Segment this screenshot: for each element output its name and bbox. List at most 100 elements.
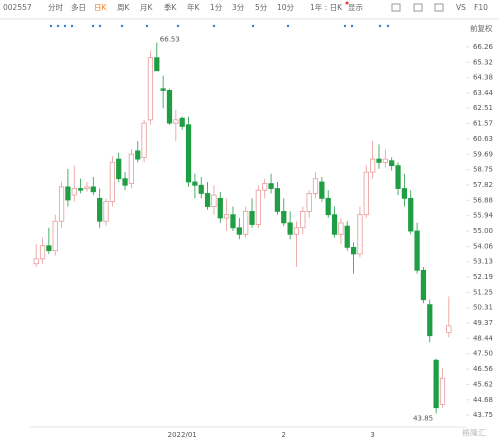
y-tick-label: 60.63 [473, 135, 493, 143]
y-tick-label: 50.31 [473, 304, 493, 312]
candle-body [446, 325, 452, 333]
candle-body [293, 227, 300, 235]
candle-body [154, 57, 160, 72]
x-tick-label: 2 [282, 431, 286, 439]
y-tick-label: 44.68 [473, 396, 493, 404]
x-tick-label: 2022/01 [168, 431, 197, 439]
candle-body [217, 197, 223, 219]
period-tab[interactable]: 周K [117, 3, 130, 12]
candle-body [319, 181, 325, 199]
period-tab[interactable]: 分时 [48, 2, 63, 12]
candle-body [281, 211, 287, 224]
period-tab[interactable]: 日K [94, 3, 107, 12]
period-select[interactable]: 1年 : 日K [310, 2, 343, 12]
candle-body [103, 201, 109, 222]
candle-body [204, 193, 211, 207]
y-tick-label: 49.37 [473, 319, 493, 327]
y-tick-label: 62.51 [473, 104, 493, 112]
candle-body [376, 158, 382, 163]
candle-body [52, 220, 58, 252]
icon[interactable] [434, 3, 444, 12]
candle-body [46, 245, 52, 252]
candle-body [33, 258, 39, 265]
candle-body [179, 117, 185, 127]
candle-body [84, 186, 90, 189]
period-tab[interactable]: 5分 [255, 3, 268, 12]
vs-button[interactable]: VS [456, 3, 466, 12]
candle-body [249, 211, 255, 225]
candle-body [325, 197, 331, 216]
candle-body [427, 304, 433, 337]
period-tab[interactable]: 10分 [277, 3, 295, 12]
x-tick-label: 3 [370, 431, 374, 439]
period-tab[interactable]: 季K [164, 2, 177, 12]
candle-body [109, 161, 115, 203]
candle-body [160, 88, 166, 91]
candle-body [236, 227, 242, 235]
adjust-select[interactable]: 前复权 [470, 23, 493, 33]
high-label: 66.53 [160, 35, 180, 43]
y-tick-label: 56.88 [473, 196, 493, 204]
candle-body [306, 193, 312, 212]
candle-body [58, 186, 65, 222]
candle-body [338, 222, 344, 235]
y-tick-label: 61.57 [473, 120, 493, 128]
y-tick-label: 46.56 [473, 365, 494, 373]
candle-body [395, 165, 401, 189]
candle-body [274, 188, 281, 212]
period-tab[interactable]: 月K [140, 3, 153, 12]
y-tick-label: 66.26 [473, 43, 494, 51]
candle-body [192, 181, 198, 186]
candle-body [147, 57, 154, 121]
y-tick-label: 52.19 [473, 273, 493, 281]
candle-body [300, 211, 306, 229]
candle-body [243, 211, 249, 235]
period-tab[interactable]: 3分 [232, 3, 245, 12]
candle-body [128, 153, 135, 185]
candle-body [433, 359, 439, 409]
icon[interactable] [413, 3, 423, 12]
candle-body [363, 171, 369, 216]
candle-body [97, 197, 103, 222]
candle-body [173, 119, 179, 124]
candle-body [401, 188, 408, 199]
candle-body [211, 194, 217, 207]
candle-body [90, 186, 96, 193]
y-tick-label: 55.00 [473, 227, 493, 235]
watermark: 格隆汇 [462, 428, 486, 438]
candle-body [141, 122, 147, 158]
y-tick-label: 55.94 [473, 212, 494, 220]
stock-code: 002557 [3, 3, 32, 12]
candle-body [65, 186, 71, 201]
y-tick-label: 48.44 [473, 334, 494, 342]
candle-body [116, 158, 122, 180]
low-label: 43.85 [413, 414, 433, 422]
y-tick-label: 57.82 [473, 181, 493, 189]
period-tab[interactable]: 多日 [71, 2, 86, 12]
candle-body [122, 178, 128, 186]
candle-body [230, 214, 236, 229]
candle-body [344, 225, 350, 248]
y-tick-label: 53.13 [473, 258, 493, 266]
y-tick-label: 45.62 [473, 380, 493, 388]
candle-body [185, 124, 192, 183]
candle-body [268, 183, 274, 189]
f10-button[interactable]: F10 [474, 3, 488, 12]
period-tab[interactable]: 1分 [210, 3, 223, 12]
period-tab[interactable]: 年K [187, 2, 200, 12]
y-tick-label: 43.75 [473, 411, 493, 419]
candle-body [262, 183, 268, 191]
candle-body [224, 214, 230, 219]
candle-body [420, 269, 427, 301]
candle-body [408, 197, 414, 232]
candle-body [71, 188, 77, 196]
candle-body [198, 184, 204, 194]
candle-body [39, 245, 46, 260]
icon[interactable] [391, 3, 401, 12]
candle-body [350, 246, 357, 255]
display-button[interactable]: 显示 [348, 3, 363, 12]
candle-body [382, 158, 388, 163]
candle-body [135, 150, 141, 160]
event-markers [49, 24, 390, 28]
y-tick-label: 54.06 [473, 242, 494, 250]
